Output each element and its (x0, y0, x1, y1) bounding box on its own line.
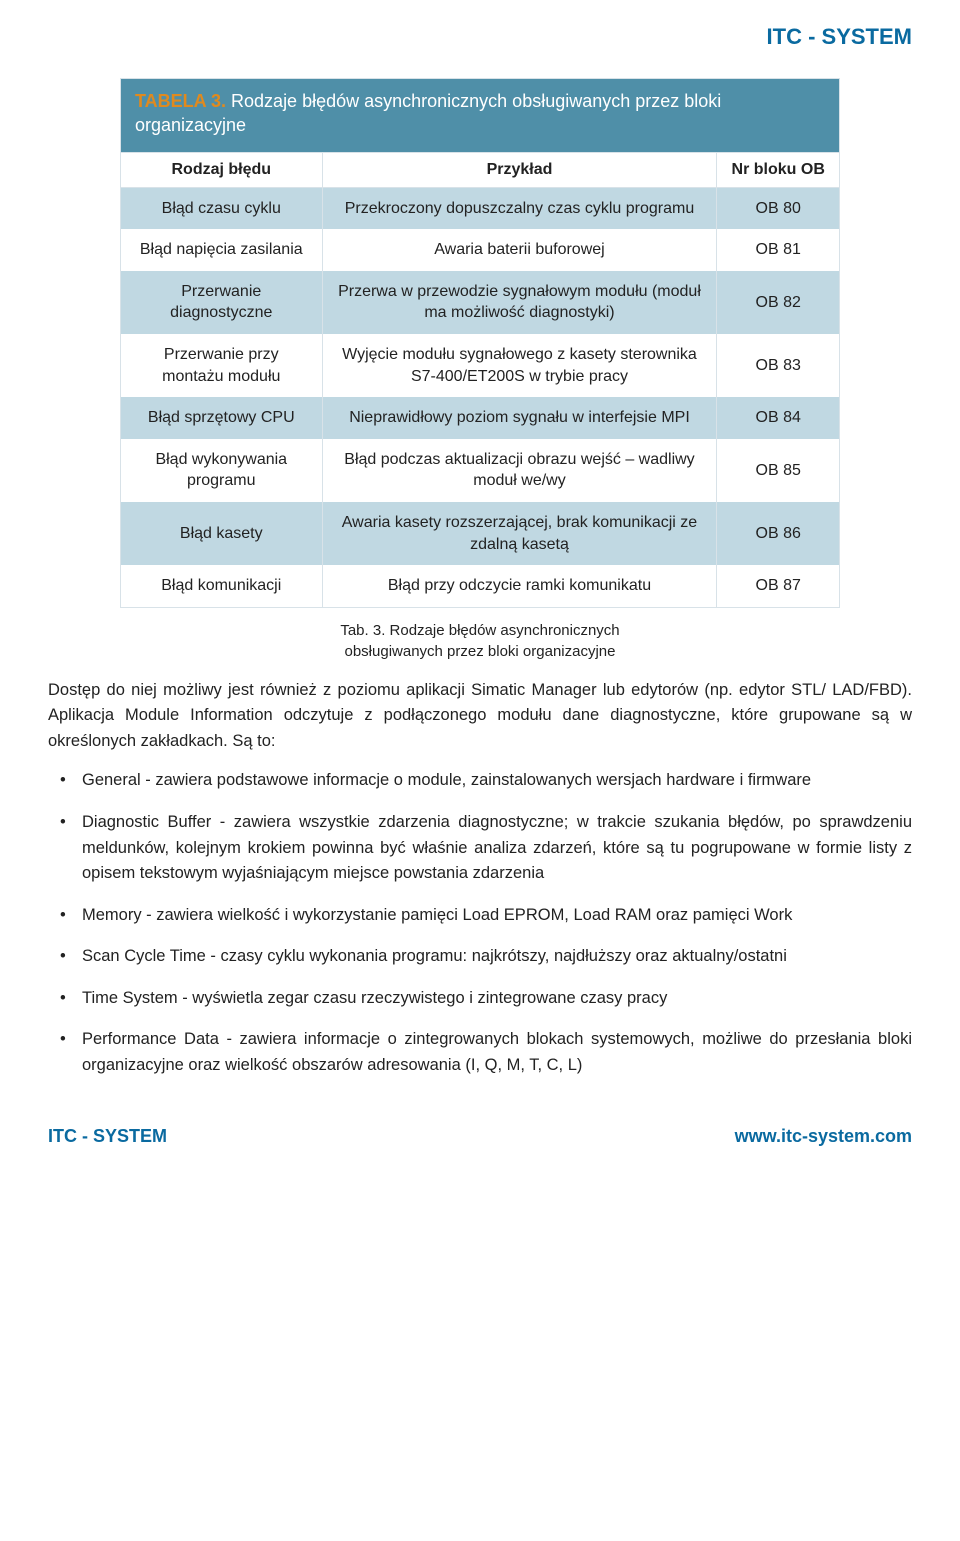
table-subtitle-line2: obsługiwanych przez bloki organizacyjne (48, 643, 912, 660)
cell-obnr: OB 87 (717, 565, 839, 607)
table-caption-label: TABELA 3. (135, 91, 226, 111)
list-item: Performance Data - zawiera informacje o … (82, 1027, 912, 1078)
col-header-obnr: Nr bloku OB (717, 152, 839, 187)
table-row: Błąd sprzętowy CPUNieprawidłowy poziom s… (121, 397, 839, 439)
cell-type: Przerwanie diagnostyczne (121, 271, 322, 334)
cell-obnr: OB 80 (717, 187, 839, 229)
cell-type: Błąd napięcia zasilania (121, 229, 322, 271)
table-header-row: Rodzaj błędu Przykład Nr bloku OB (121, 152, 839, 187)
cell-example: Błąd podczas aktualizacji obrazu wejść –… (322, 439, 717, 502)
list-item: Memory - zawiera wielkość i wykorzystani… (82, 903, 912, 929)
list-item: Diagnostic Buffer - zawiera wszystkie zd… (82, 810, 912, 887)
footer-right: www.itc-system.com (735, 1126, 912, 1147)
error-types-table-container: TABELA 3. Rodzaje błędów asynchronicznyc… (120, 78, 840, 608)
list-item: Time System - wyświetla zegar czasu rzec… (82, 986, 912, 1012)
cell-example: Przerwa w przewodzie sygnałowym modułu (… (322, 271, 717, 334)
cell-obnr: OB 82 (717, 271, 839, 334)
cell-example: Błąd przy odczycie ramki komunikatu (322, 565, 717, 607)
table-row: Błąd wykonywania programuBłąd podczas ak… (121, 439, 839, 502)
cell-example: Nieprawidłowy poziom sygnału w interfejs… (322, 397, 717, 439)
page-header-brand: ITC - SYSTEM (48, 24, 912, 50)
table-row: Błąd czasu cykluPrzekroczony dopuszczaln… (121, 187, 839, 229)
table-row: Błąd napięcia zasilaniaAwaria baterii bu… (121, 229, 839, 271)
cell-example: Awaria kasety rozszerzającej, brak komun… (322, 502, 717, 565)
list-item: Scan Cycle Time - czasy cyklu wykonania … (82, 944, 912, 970)
cell-type: Błąd wykonywania programu (121, 439, 322, 502)
intro-paragraph: Dostęp do niej możliwy jest również z po… (48, 678, 912, 755)
cell-example: Wyjęcie modułu sygnałowego z kasety ster… (322, 334, 717, 397)
table-row: Błąd komunikacjiBłąd przy odczycie ramki… (121, 565, 839, 607)
table-row: Przerwanie diagnostycznePrzerwa w przewo… (121, 271, 839, 334)
cell-obnr: OB 85 (717, 439, 839, 502)
cell-example: Przekroczony dopuszczalny czas cyklu pro… (322, 187, 717, 229)
page-footer: ITC - SYSTEM www.itc-system.com (48, 1126, 912, 1147)
footer-left: ITC - SYSTEM (48, 1126, 167, 1147)
col-header-type: Rodzaj błędu (121, 152, 322, 187)
tabs-bullet-list: General - zawiera podstawowe informacje … (48, 768, 912, 1078)
table-row: Przerwanie przy montażu modułuWyjęcie mo… (121, 334, 839, 397)
table-caption: TABELA 3. Rodzaje błędów asynchronicznyc… (121, 79, 839, 152)
cell-type: Błąd sprzętowy CPU (121, 397, 322, 439)
cell-obnr: OB 81 (717, 229, 839, 271)
table-subtitle-line1: Tab. 3. Rodzaje błędów asynchronicznych (48, 622, 912, 639)
table-row: Błąd kasetyAwaria kasety rozszerzającej,… (121, 502, 839, 565)
cell-type: Błąd komunikacji (121, 565, 322, 607)
cell-obnr: OB 83 (717, 334, 839, 397)
error-types-table: Rodzaj błędu Przykład Nr bloku OB Błąd c… (121, 152, 839, 607)
cell-obnr: OB 86 (717, 502, 839, 565)
list-item: General - zawiera podstawowe informacje … (82, 768, 912, 794)
cell-type: Przerwanie przy montażu modułu (121, 334, 322, 397)
cell-type: Błąd kasety (121, 502, 322, 565)
table-body: Błąd czasu cykluPrzekroczony dopuszczaln… (121, 187, 839, 607)
cell-obnr: OB 84 (717, 397, 839, 439)
cell-example: Awaria baterii buforowej (322, 229, 717, 271)
cell-type: Błąd czasu cyklu (121, 187, 322, 229)
col-header-example: Przykład (322, 152, 717, 187)
